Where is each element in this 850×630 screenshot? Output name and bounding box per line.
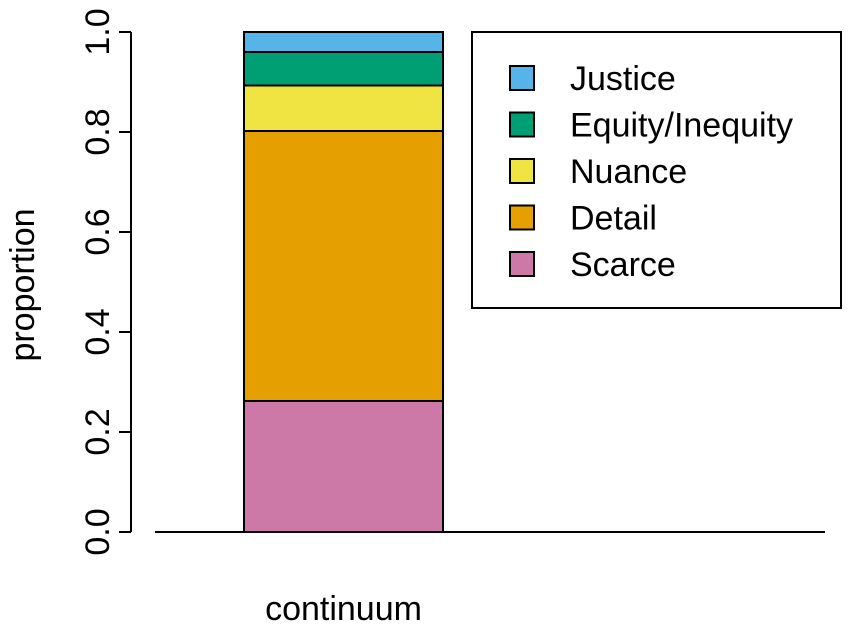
legend-swatch [509,204,535,231]
y-axis: 0.0 0.2 0.4 0.6 0.8 1.0 [79,8,132,556]
legend-label: Justice [570,60,676,98]
bar-stack [243,31,444,533]
y-tick-label: 0.0 [79,508,117,555]
legend-swatch [509,158,535,184]
legend-swatch [509,111,535,138]
y-tick-label: 0.8 [79,108,117,155]
legend-swatch [509,65,535,91]
legend: Justice Equity/Inequity Nuance Detail Scarce [471,31,842,309]
y-tick-label: 1.0 [79,8,117,55]
y-tick-label: 0.6 [79,208,117,255]
legend-label: Scarce [570,246,676,284]
legend-swatch [509,251,535,277]
bar-segment-equity-inequity [243,51,444,87]
x-category-label: continuum [265,590,422,628]
bar-segment-nuance [243,84,444,132]
legend-label: Nuance [570,153,687,191]
y-tick-label: 0.2 [79,408,117,455]
bar-segment-detail [243,130,444,402]
bar-segment-justice [243,31,444,53]
y-tick-label: 0.4 [79,308,117,355]
legend-label: Equity/Inequity [570,107,793,145]
y-axis-label: proportion [4,208,42,361]
legend-label: Detail [570,200,657,238]
x-axis: continuum [155,531,825,628]
bar-segment-scarce [243,400,444,533]
